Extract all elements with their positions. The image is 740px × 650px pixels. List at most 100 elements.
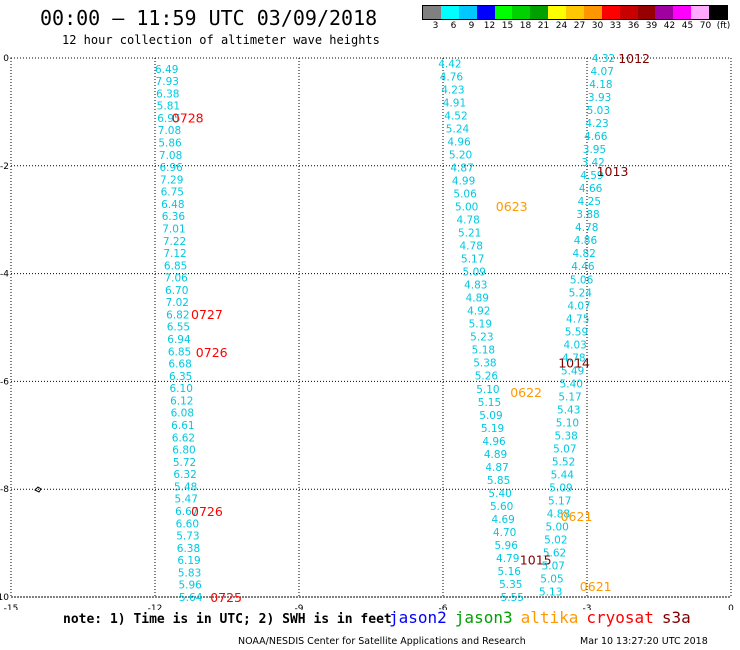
track1-value-9: 7.29 (160, 174, 183, 186)
track3-value-3: 3.93 (588, 92, 611, 104)
track1-value-17: 7.06 (164, 273, 188, 285)
track1-value-18: 6.70 (165, 285, 188, 297)
color-label-13: 42 (663, 21, 676, 31)
track2-value-26: 5.15 (478, 397, 501, 409)
swh-data-points: 6.497.936.385.816.957.085.867.086.967.29… (155, 53, 615, 604)
track2-value-4: 4.52 (444, 110, 467, 122)
tick-labels: -15 -12 -9 -6 -3 0 0 -2 -4 -6 -8 -10 (0, 54, 734, 610)
track1-value-40: 6.19 (177, 555, 200, 567)
color-cell-3 (476, 6, 495, 19)
y-tick-label-2: -4 (0, 270, 9, 280)
track3-value-33: 5.09 (549, 482, 572, 494)
track3-value-32: 5.44 (551, 469, 575, 481)
track1-value-11: 6.48 (161, 199, 184, 211)
track3-value-27: 5.43 (557, 404, 580, 416)
track3-value-23: 4.78 (562, 352, 585, 364)
track1-value-6: 5.86 (158, 137, 182, 149)
color-cell-9 (583, 6, 602, 19)
track3-value-5: 4.23 (585, 118, 608, 130)
track3-value-17: 5.06 (570, 274, 594, 286)
track3-value-19: 4.07 (567, 300, 590, 312)
track2-value-12: 4.78 (456, 215, 479, 227)
track1-value-27: 6.12 (170, 395, 193, 407)
units-note: note: 1) Time is in UTC; 2) SWH is in fe… (63, 612, 392, 627)
track1-value-31: 6.80 (172, 445, 195, 457)
track2-value-6: 4.96 (447, 136, 471, 148)
track2-value-36: 4.70 (493, 527, 516, 539)
track1-value-0: 6.49 (155, 64, 178, 76)
track1-value-36: 6.67 (175, 506, 198, 518)
track1-value-12: 6.36 (162, 211, 186, 223)
track1-value-38: 5.73 (176, 531, 199, 543)
color-label-12: 39 (645, 21, 658, 31)
track2-value-22: 5.18 (472, 345, 495, 357)
track1-value-2: 6.38 (156, 88, 179, 100)
y-tick-label-5: -10 (0, 593, 9, 603)
track3-value-11: 4.25 (578, 196, 601, 208)
color-cell-13 (655, 6, 674, 19)
track3-value-28: 5.10 (556, 417, 579, 429)
color-cell-2 (458, 6, 477, 19)
color-cell-7 (548, 6, 566, 19)
track1-value-43: 5.64 (179, 592, 203, 604)
x-tick-label-4: -3 (583, 604, 592, 610)
color-label-10: 33 (609, 21, 622, 31)
track2-value-32: 5.85 (487, 475, 510, 487)
track2-value-0: 4.42 (438, 58, 461, 70)
track3-value-16: 4.46 (571, 261, 595, 273)
track3-value-8: 3.42 (581, 157, 604, 169)
track2-value-5: 5.24 (446, 123, 470, 135)
track2-value-33: 5.40 (488, 488, 511, 500)
y-tick-label-3: -6 (0, 377, 9, 387)
track1-value-25: 6.35 (169, 371, 192, 383)
x-tick-label-0: -15 (4, 604, 19, 610)
pass-time-label-8: 0621 (580, 579, 612, 594)
track3-value-21: 5.59 (565, 326, 588, 338)
track3-value-9: 4.59 (580, 170, 603, 182)
track2-value-41: 5.55 (501, 592, 524, 604)
track1-value-35: 5.47 (175, 494, 198, 506)
track1-value-22: 6.94 (167, 334, 191, 346)
track1-value-23: 6.85 (168, 346, 191, 358)
track1-value-24: 6.68 (168, 359, 191, 371)
color-scale-bar (422, 5, 728, 20)
color-cell-4 (494, 6, 513, 19)
track1-value-7: 7.08 (159, 150, 182, 162)
track1-value-26: 6.10 (170, 383, 193, 395)
axes (10, 57, 732, 598)
track2-value-1: 4.76 (440, 71, 464, 83)
pass-time-label-3: 0726 (191, 504, 223, 519)
track1-value-30: 6.62 (172, 432, 195, 444)
track2-value-18: 4.89 (466, 293, 489, 305)
track1-value-33: 6.32 (173, 469, 196, 481)
track2-value-9: 4.99 (452, 176, 475, 188)
color-label-16: (ft) (716, 21, 731, 31)
color-cell-16 (709, 6, 727, 19)
track3-value-34: 5.17 (548, 496, 571, 508)
track1-value-4: 6.95 (157, 113, 180, 125)
track2-value-30: 4.89 (484, 449, 507, 461)
track1-value-20: 6.82 (166, 309, 189, 321)
track1-value-15: 7.12 (163, 248, 186, 260)
legend-entry-jason3: jason3 (454, 608, 513, 627)
track2-value-23: 5.38 (473, 358, 496, 370)
track1-value-21: 6.55 (167, 322, 190, 334)
x-tick-label-2: -9 (295, 604, 304, 610)
y-tick-label-1: -2 (0, 162, 9, 172)
x-tick-label-3: -6 (439, 604, 448, 610)
track1-value-16: 6.85 (164, 260, 187, 272)
track2-value-28: 5.19 (481, 423, 504, 435)
track1-value-14: 7.22 (163, 236, 186, 248)
track1-value-28: 6.08 (171, 408, 194, 420)
color-label-1: 6 (450, 21, 457, 31)
track3-value-36: 5.00 (545, 522, 568, 534)
track2-value-35: 4.69 (491, 514, 514, 526)
color-label-14: 45 (681, 21, 694, 31)
color-label-7: 24 (555, 21, 568, 31)
track3-value-7: 3.95 (583, 144, 606, 156)
pass-time-label-11: 1014 (558, 356, 590, 371)
track2-value-20: 5.19 (469, 319, 492, 331)
color-label-3: 12 (483, 21, 496, 31)
track3-value-1: 4.07 (591, 66, 614, 78)
track3-value-25: 5.40 (560, 378, 583, 390)
